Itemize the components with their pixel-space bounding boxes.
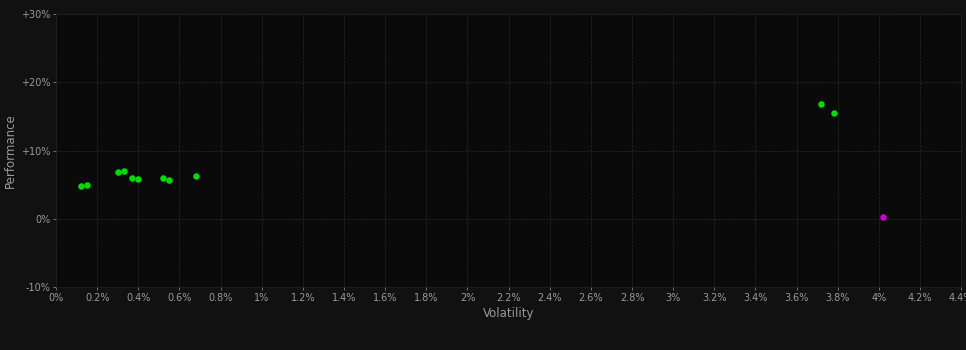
Point	[79, 182, 95, 188]
Point	[73, 183, 89, 189]
Point	[125, 175, 140, 181]
Point	[116, 168, 131, 174]
Point	[156, 175, 171, 181]
Point	[875, 215, 891, 220]
Point	[826, 110, 841, 116]
Y-axis label: Performance: Performance	[4, 113, 16, 188]
Point	[110, 169, 126, 175]
Point	[813, 101, 829, 107]
Point	[161, 177, 177, 183]
X-axis label: Volatility: Volatility	[483, 307, 534, 320]
Point	[130, 176, 146, 182]
Point	[188, 173, 204, 178]
